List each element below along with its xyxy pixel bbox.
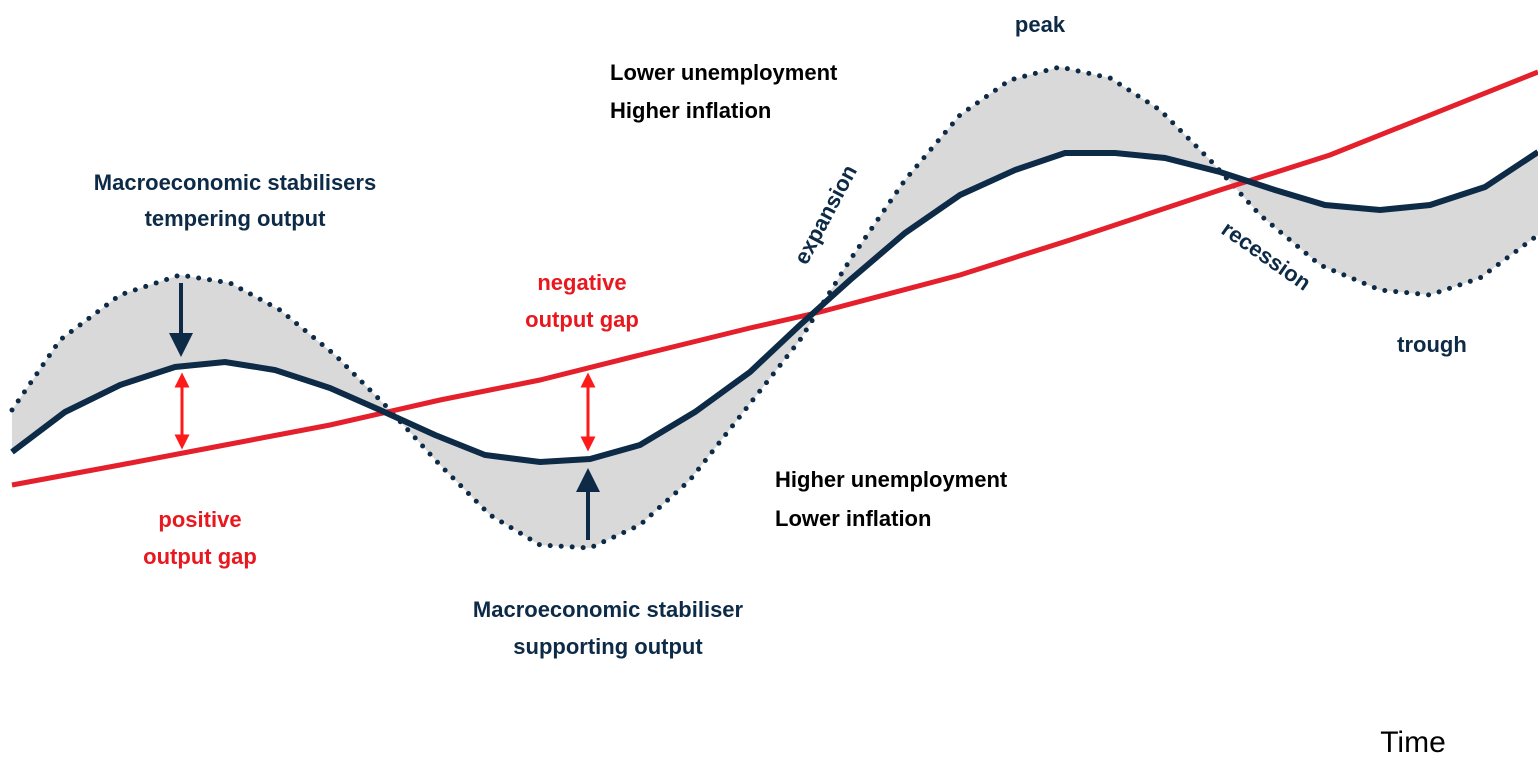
label: Higher inflation [610, 98, 771, 123]
stabilised-output [10, 149, 1538, 466]
trend-line [11, 69, 1538, 488]
label: positive [158, 507, 241, 532]
x-axis-label: Time [1380, 726, 1446, 757]
label: supporting output [513, 634, 703, 659]
label: Lower inflation [775, 506, 931, 531]
label: Macroeconomic stabiliser [473, 597, 744, 622]
label: Lower unemployment [610, 60, 838, 85]
label: output gap [143, 544, 257, 569]
label: output gap [525, 307, 639, 332]
label: negative [537, 270, 626, 295]
unstabilised-output [9, 64, 1538, 551]
label: tempering output [145, 206, 327, 231]
label: expansion [789, 161, 862, 269]
label: Higher unemployment [775, 467, 1008, 492]
label: Macroeconomic stabilisers [94, 170, 376, 195]
label: trough [1397, 332, 1467, 357]
label: peak [1015, 12, 1066, 37]
